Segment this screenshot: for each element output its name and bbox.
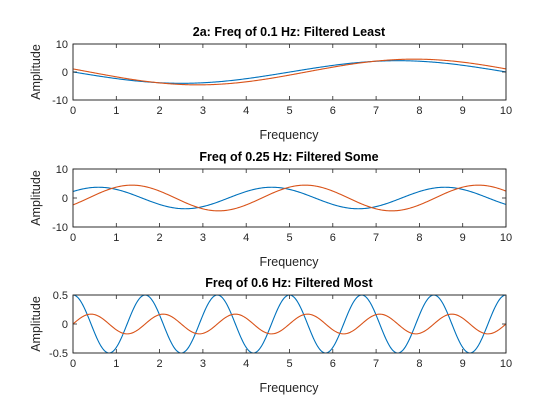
subplot-2-title: Freq of 0.25 Hz: Filtered Some — [199, 150, 378, 164]
subplot-3-xlabel: Frequency — [259, 381, 319, 395]
subplot-3-xtick-label: 5 — [286, 358, 292, 370]
subplot-2-ytick-label: 10 — [56, 164, 68, 176]
subplot-1-xtick-label: 8 — [416, 105, 422, 117]
subplot-1-ylabel: Amplitude — [29, 44, 43, 100]
subplot-3: Freq of 0.6 Hz: Filtered Most 0 1 2 3 4 5 6 7 8 9… — [29, 276, 512, 395]
subplot-2-xtick-label: 0 — [70, 232, 76, 244]
subplot-3-xtick-label: 3 — [200, 358, 206, 370]
subplot-1-xtick-label: 1 — [113, 105, 119, 117]
subplot-1-xtick-label: 9 — [460, 105, 466, 117]
subplot-2-series-1-line — [73, 186, 506, 210]
subplot-2-xtick-label: 7 — [373, 232, 379, 244]
subplot-2-xtick-label: 9 — [460, 232, 466, 244]
subplot-2-xtick-label: 1 — [113, 232, 119, 244]
subplot-1-xtick-label: 7 — [373, 105, 379, 117]
subplot-2-ylabel: Amplitude — [29, 170, 43, 226]
subplot-1-ytick-label: -10 — [52, 95, 68, 107]
subplot-2: Freq of 0.25 Hz: Filtered Some 0 1 2 3 4 5 6 7 8… — [29, 150, 512, 269]
subplot-2-series-2-line — [73, 184, 506, 212]
subplot-1-xtick-label: 0 — [70, 105, 76, 117]
subplot-3-title: Freq of 0.6 Hz: Filtered Most — [205, 276, 373, 290]
subplot-1-ytick-label: 0 — [62, 67, 68, 79]
subplot-2-xtick-label: 10 — [500, 232, 512, 244]
subplot-1-axes-border — [72, 43, 507, 101]
subplot-3-xtick-label: 8 — [416, 358, 422, 370]
subplot-1-title: 2a: Freq of 0.1 Hz: Filtered Least — [193, 25, 386, 39]
subplot-3-ytick-label: 0.5 — [53, 290, 68, 302]
subplot-3-ylabel: Amplitude — [29, 296, 43, 352]
subplot-3-series-2-line — [73, 313, 506, 335]
subplot-2-xtick-label: 8 — [416, 232, 422, 244]
subplot-3-xtick-label: 7 — [373, 358, 379, 370]
subplot-1-xtick-label: 6 — [330, 105, 336, 117]
subplot-1-xtick-label: 5 — [286, 105, 292, 117]
subplot-1-xlabel: Frequency — [259, 128, 319, 142]
subplot-2-ytick-label: -10 — [52, 222, 68, 234]
subplot-3-xtick-label: 4 — [243, 358, 249, 370]
subplot-2-xtick-label: 3 — [200, 232, 206, 244]
subplot-1-series-2-line — [73, 58, 506, 86]
subplot-1-ytick-label: 10 — [56, 39, 68, 51]
subplot-2-axes — [72, 168, 507, 228]
subplot-3-xtick-label: 6 — [330, 358, 336, 370]
subplot-3-ytick-label: -0.5 — [49, 348, 68, 360]
subplot-3-axes-border — [72, 294, 507, 354]
subplot-1: 2a: Freq of 0.1 Hz: Filtered Least 0 1 2 3 4… — [29, 25, 512, 142]
subplot-2-axes-border — [72, 168, 507, 228]
subplot-3-xtick-label: 10 — [500, 358, 512, 370]
subplot-1-xtick-label: 10 — [500, 105, 512, 117]
subplot-3-ytick-label: 0 — [62, 319, 68, 331]
subplot-1-xtick-label: 4 — [243, 105, 249, 117]
subplot-2-xlabel: Frequency — [259, 255, 319, 269]
subplot-3-xtick-label: 2 — [157, 358, 163, 370]
subplot-1-xtick-label: 3 — [200, 105, 206, 117]
subplot-3-xtick-label: 1 — [113, 358, 119, 370]
subplot-2-xtick-label: 5 — [286, 232, 292, 244]
subplot-2-xtick-label: 4 — [243, 232, 249, 244]
subplot-1-xtick-label: 2 — [157, 105, 163, 117]
subplot-3-xtick-label: 9 — [460, 358, 466, 370]
subplot-2-xtick-label: 6 — [330, 232, 336, 244]
subplot-2-ytick-label: 0 — [62, 193, 68, 205]
subplot-2-xtick-label: 2 — [157, 232, 163, 244]
subplot-3-xtick-label: 0 — [70, 358, 76, 370]
